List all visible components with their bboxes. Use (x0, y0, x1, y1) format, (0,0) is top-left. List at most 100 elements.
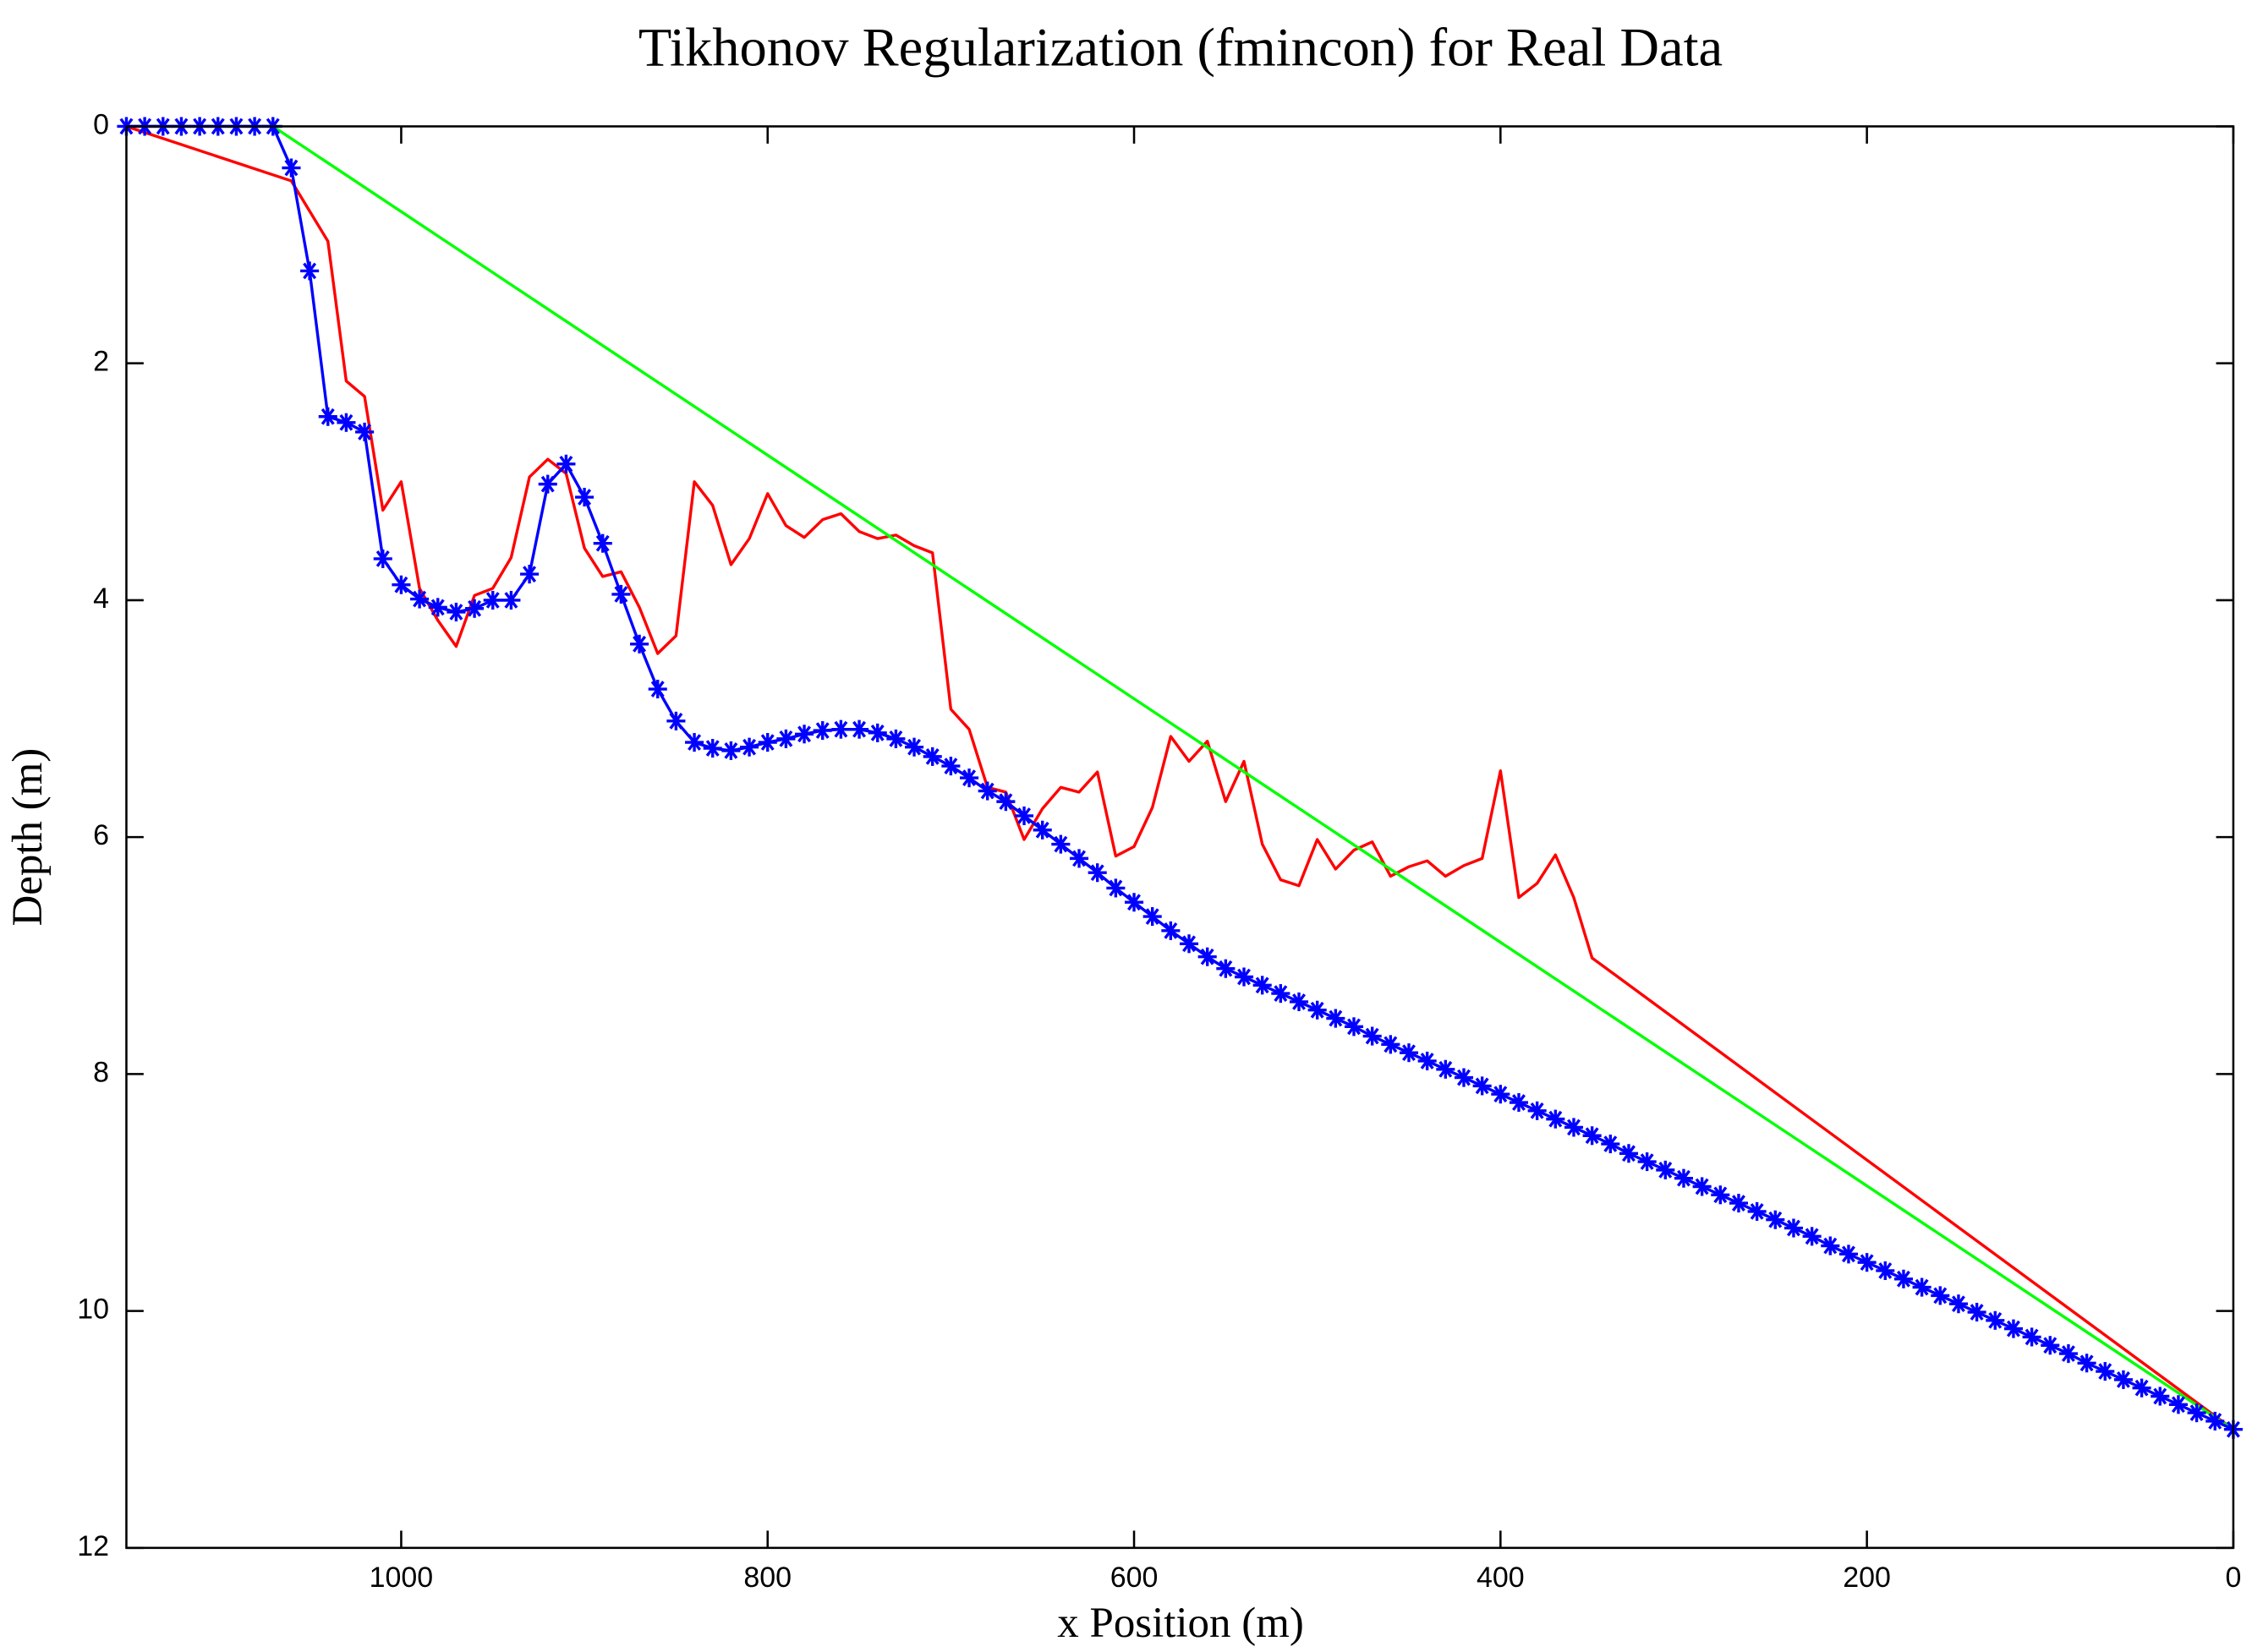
data-marker (1802, 1227, 1822, 1246)
data-marker (740, 737, 759, 757)
data-marker (1931, 1286, 1950, 1305)
data-marker (1051, 834, 1071, 854)
data-marker (1674, 1168, 1694, 1188)
data-marker (575, 487, 595, 507)
data-marker (1619, 1144, 1639, 1163)
data-marker (978, 781, 997, 801)
data-marker (831, 719, 851, 739)
x-tick-label: 1000 (370, 1562, 434, 1594)
data-marker (1912, 1277, 1931, 1297)
data-marker (1893, 1269, 1913, 1288)
data-marker (1124, 893, 1144, 912)
data-marker (1399, 1043, 1419, 1063)
data-marker (1161, 921, 1181, 940)
data-marker (1876, 1261, 1895, 1281)
data-marker (1142, 906, 1162, 927)
data-marker (1601, 1135, 1620, 1154)
data-marker (1271, 984, 1290, 1004)
data-marker (1033, 820, 1052, 840)
data-marker (1088, 863, 1107, 883)
data-marker (373, 549, 392, 568)
data-marker (1527, 1101, 1547, 1120)
y-axis-label: Depth (m) (4, 748, 52, 927)
y-tick-label: 0 (93, 108, 109, 140)
y-tick-label: 8 (93, 1056, 109, 1088)
data-marker (1289, 992, 1309, 1011)
data-marker (1986, 1310, 2005, 1330)
data-marker (1454, 1068, 1474, 1087)
data-marker (1381, 1035, 1400, 1054)
plot-area: 1000 800 600 400 200 0 0 2 4 6 8 10 12 (77, 108, 2243, 1594)
data-marker (758, 733, 777, 752)
data-marker (1967, 1302, 1986, 1322)
chart-title: Tikhonov Regularization (fmincon) for Re… (638, 17, 1723, 78)
y-tick-label: 10 (77, 1294, 109, 1326)
data-marker (2113, 1370, 2133, 1389)
data-marker (1582, 1126, 1602, 1146)
data-marker (2077, 1354, 2096, 1373)
data-marker (1821, 1236, 1840, 1255)
data-marker (1766, 1210, 1785, 1229)
data-marker (1197, 947, 1217, 966)
data-marker (355, 422, 375, 442)
x-tick-label: 800 (743, 1562, 792, 1594)
data-marker (1216, 959, 1236, 978)
data-marker (1692, 1177, 1712, 1196)
data-marker (1307, 1000, 1327, 1020)
y-tick-label: 12 (77, 1530, 109, 1562)
data-marker (1014, 806, 1034, 825)
data-marker (593, 533, 612, 553)
y-tick-label: 4 (93, 583, 109, 615)
data-line (125, 124, 2234, 1431)
data-marker (685, 733, 704, 752)
data-marker (520, 565, 540, 584)
data-marker (666, 711, 686, 730)
x-tick-label: 600 (1110, 1562, 1159, 1594)
data-marker (905, 737, 924, 757)
data-marker (1362, 1026, 1382, 1046)
data-marker (1729, 1194, 1749, 1213)
data-marker (318, 407, 337, 426)
data-marker (2003, 1319, 2023, 1338)
data-marker (703, 739, 722, 758)
data-marker (428, 598, 447, 617)
data-marker (1784, 1218, 1804, 1238)
data-marker (465, 599, 485, 618)
data-marker (538, 474, 557, 494)
data-marker (776, 729, 796, 748)
y-tick-label: 6 (93, 819, 109, 851)
x-tick-label: 400 (1477, 1562, 1525, 1594)
x-tick-label: 0 (2225, 1562, 2241, 1594)
data-marker (923, 747, 942, 766)
data-marker (2096, 1362, 2115, 1381)
data-marker (648, 679, 667, 699)
data-marker (1857, 1253, 1877, 1272)
data-marker (886, 729, 906, 748)
data-marker (1252, 976, 1272, 995)
data-marker (795, 725, 814, 744)
data-marker (1326, 1009, 1345, 1028)
data-marker (1069, 849, 1089, 868)
data-marker (611, 584, 631, 604)
data-marker (1344, 1017, 1364, 1037)
data-marker (2187, 1403, 2206, 1423)
data-marker (1179, 934, 1199, 954)
data-marker (1106, 878, 1126, 898)
axes-box (125, 125, 2235, 1550)
data-marker (501, 590, 521, 610)
data-marker (1656, 1160, 1675, 1179)
y-tick-label: 2 (93, 346, 109, 378)
data-marker (996, 792, 1016, 812)
data-marker (410, 589, 430, 609)
data-marker (721, 741, 741, 760)
x-tick-label: 200 (1843, 1562, 1891, 1594)
data-marker (2168, 1395, 2188, 1414)
data-marker (1838, 1244, 1858, 1264)
data-marker (1417, 1051, 1437, 1071)
data-marker (1637, 1152, 1657, 1172)
data-marker (337, 413, 356, 432)
data-line (271, 125, 2234, 1431)
